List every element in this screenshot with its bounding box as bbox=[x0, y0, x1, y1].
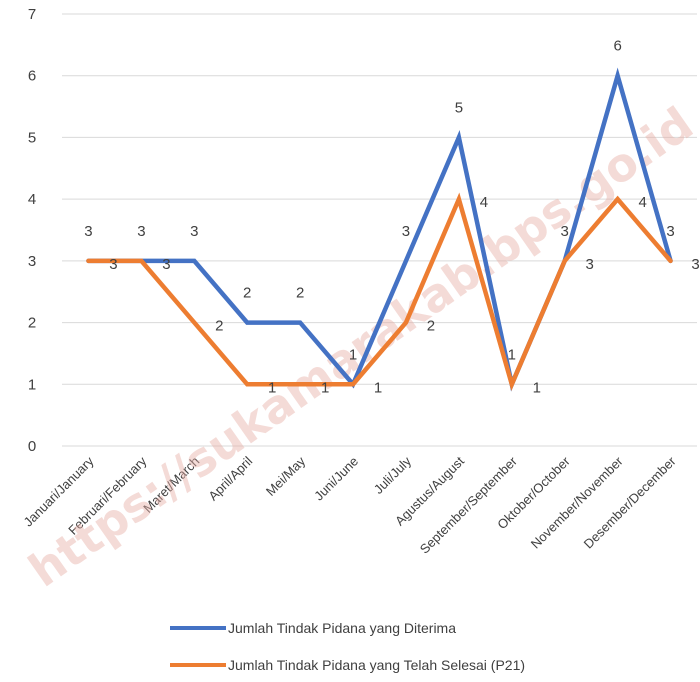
y-tick-label: 7 bbox=[28, 6, 36, 23]
legend-item-received: Jumlah Tindak Pidana yang Diterima bbox=[170, 620, 456, 636]
data-label-received: 3 bbox=[84, 223, 92, 240]
y-tick-label: 3 bbox=[28, 253, 36, 270]
legend-label-received: Jumlah Tindak Pidana yang Diterima bbox=[228, 620, 457, 636]
x-tick-label: Juli/July bbox=[371, 453, 415, 497]
y-tick-label: 5 bbox=[28, 129, 36, 146]
x-tick-label: Juni/June bbox=[311, 454, 361, 504]
data-label-completed: 3 bbox=[691, 256, 699, 273]
data-label-received: 6 bbox=[613, 38, 621, 55]
data-label-received: 3 bbox=[402, 223, 410, 240]
series-line-completed bbox=[86, 192, 673, 391]
legend-swatch-completed bbox=[170, 663, 226, 667]
data-label-completed: 2 bbox=[215, 318, 223, 335]
legend-item-completed: Jumlah Tindak Pidana yang Telah Selesai … bbox=[170, 657, 525, 673]
data-label-received: 1 bbox=[349, 346, 357, 363]
data-label-completed: 3 bbox=[162, 256, 170, 273]
data-label-completed: 3 bbox=[109, 256, 117, 273]
x-tick-label: November/November bbox=[528, 453, 626, 551]
data-label-received: 5 bbox=[455, 99, 463, 116]
data-label-completed: 1 bbox=[268, 379, 276, 396]
data-label-received: 1 bbox=[508, 346, 516, 363]
y-tick-label: 0 bbox=[28, 438, 36, 455]
x-tick-label: Mei/May bbox=[263, 453, 309, 499]
legend-swatch-received bbox=[170, 626, 226, 630]
y-tick-label: 2 bbox=[28, 315, 36, 332]
data-label-received: 3 bbox=[190, 223, 198, 240]
series-line-received bbox=[86, 67, 673, 392]
data-label-completed: 3 bbox=[586, 256, 594, 273]
data-label-received: 2 bbox=[296, 285, 304, 302]
data-label-received: 2 bbox=[243, 285, 251, 302]
data-label-received: 3 bbox=[137, 223, 145, 240]
y-tick-label: 6 bbox=[28, 68, 36, 85]
data-label-completed: 1 bbox=[374, 379, 382, 396]
data-label-completed: 2 bbox=[427, 318, 435, 335]
data-label-completed: 4 bbox=[638, 194, 646, 211]
data-label-completed: 1 bbox=[533, 379, 541, 396]
data-label-completed: 1 bbox=[321, 379, 329, 396]
y-tick-label: 4 bbox=[28, 191, 36, 208]
y-tick-label: 1 bbox=[28, 376, 36, 393]
x-tick-label: Desember/December bbox=[581, 453, 679, 551]
data-label-received: 3 bbox=[561, 223, 569, 240]
data-label-received: 3 bbox=[666, 223, 674, 240]
legend-label-completed: Jumlah Tindak Pidana yang Telah Selesai … bbox=[228, 657, 526, 673]
data-label-completed: 4 bbox=[480, 194, 488, 211]
x-tick-label: September/September bbox=[417, 453, 521, 557]
